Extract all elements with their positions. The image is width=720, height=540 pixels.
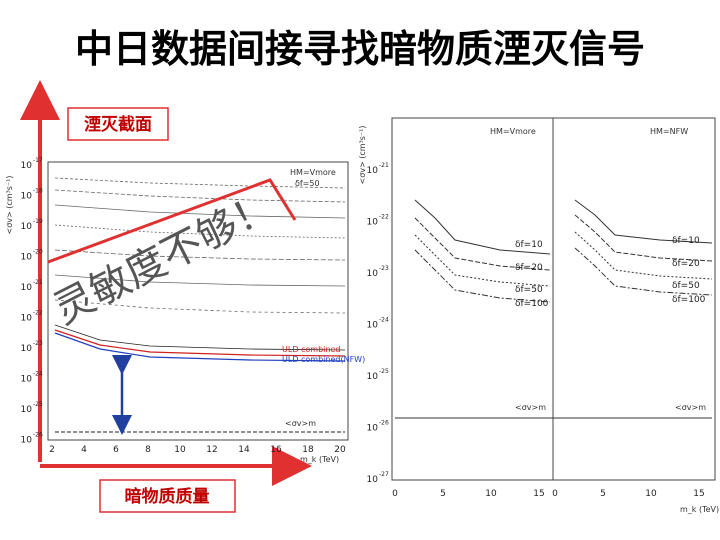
y-tick-base: 10 [367, 424, 379, 434]
y-tick-exp: -17 [33, 157, 43, 164]
y-tick-base: 10 [21, 161, 33, 171]
y-tick-exp: -22 [379, 214, 389, 221]
y-tick-base: 10 [21, 222, 33, 232]
x-tick-label: 0 [392, 489, 398, 499]
panel-title: HM=NFW [650, 127, 688, 136]
y-tick-base: 10 [367, 269, 379, 279]
x-tick-label: 12 [206, 445, 217, 455]
left-curves [54, 177, 346, 351]
y-tick-exp: -18 [33, 188, 43, 195]
x-tick-label: 18 [302, 445, 314, 455]
y-tick-exp: -27 [379, 471, 389, 478]
curve-label: <σv>m [285, 419, 316, 428]
x-tick-label: 10 [485, 489, 497, 499]
y-tick-exp: -21 [379, 162, 389, 169]
y-tick-exp: -26 [33, 432, 43, 439]
y-tick-exp: -20 [33, 249, 43, 256]
annotation-frame [47, 178, 297, 264]
y-label-box [67, 107, 169, 141]
y-tick-base: 10 [21, 375, 33, 385]
x-tick-label: 5 [600, 489, 606, 499]
y-tick-exp: -19 [33, 218, 43, 225]
y-tick-exp: -24 [33, 371, 43, 378]
x-tick-label: 10 [645, 489, 657, 499]
legend-title: HM=Vmore [290, 168, 336, 177]
slide-title: 中日数据间接寻找暗物质湮灭信号 [75, 27, 645, 71]
red-curve [54, 329, 346, 357]
y-tick-base: 10 [367, 166, 379, 176]
y-tick-base: 10 [367, 475, 379, 485]
legend-sub: δf=50 [295, 179, 320, 188]
x-axis-label: m_k (TeV) [300, 455, 339, 464]
y-tick-base: 10 [21, 344, 33, 354]
y-axis-label: <σv> (cm³s⁻¹) [5, 176, 14, 235]
right-curves [395, 199, 713, 419]
curve-label: δf=50 [672, 281, 700, 291]
curve-label: δf=50 [515, 285, 543, 295]
panel-title: HM=Vmore [490, 127, 536, 136]
limit-label: <σv>m [515, 403, 546, 412]
curve-label: δf=20 [515, 263, 543, 273]
y-tick-exp: -25 [33, 401, 43, 408]
x-tick-label: 14 [238, 445, 250, 455]
y-tick-base: 10 [367, 372, 379, 382]
x-tick-label: 20 [334, 445, 346, 455]
y-tick-base: 10 [21, 283, 33, 293]
x-tick-label: 4 [81, 445, 87, 455]
x-tick-label: 0 [552, 489, 558, 499]
y-tick-base: 10 [21, 405, 33, 415]
y-tick-exp: -21 [33, 279, 43, 286]
x-arrow-label: 暗物质质量 [125, 486, 210, 507]
curve-label: δf=100 [672, 295, 706, 305]
x-tick-label: 16 [270, 445, 282, 455]
legend-entry: ULD combined(NFW) [282, 355, 365, 364]
y-tick-base: 10 [21, 253, 33, 263]
y-tick-base: 10 [21, 314, 33, 324]
y-tick-exp: -22 [33, 310, 43, 317]
legend-entry: ULD combined [282, 345, 340, 354]
curve-label: δf=10 [515, 240, 543, 250]
y-tick-base: 10 [367, 321, 379, 331]
blue-curve [54, 332, 346, 362]
curve-label: δf=20 [672, 259, 700, 269]
x-tick-label: 15 [533, 489, 544, 499]
x-tick-label: 6 [113, 445, 119, 455]
limit-label: <σv>m [675, 403, 706, 412]
curve-label: δf=100 [515, 299, 549, 309]
y-axis-label: <σv> (cm³s⁻¹) [358, 126, 367, 185]
x-label-box [99, 479, 236, 513]
y-tick-base: 10 [367, 218, 379, 228]
x-tick-label: 5 [440, 489, 446, 499]
x-tick-label: 10 [174, 445, 186, 455]
y-tick-base: 10 [21, 436, 33, 446]
y-tick-base: 10 [21, 192, 33, 202]
x-tick-label: 15 [693, 489, 704, 499]
y-tick-exp: -23 [379, 265, 389, 272]
y-arrow-label: 湮灭截面 [84, 114, 152, 135]
y-tick-exp: -25 [379, 368, 389, 375]
curve-label: δf=10 [672, 236, 700, 246]
y-tick-exp: -23 [33, 340, 43, 347]
y-tick-exp: -26 [379, 420, 389, 427]
x-tick-label: 2 [49, 445, 55, 455]
y-tick-exp: -24 [379, 317, 389, 324]
x-axis-label: m_k (TeV) [680, 505, 719, 514]
x-tick-label: 8 [145, 445, 151, 455]
